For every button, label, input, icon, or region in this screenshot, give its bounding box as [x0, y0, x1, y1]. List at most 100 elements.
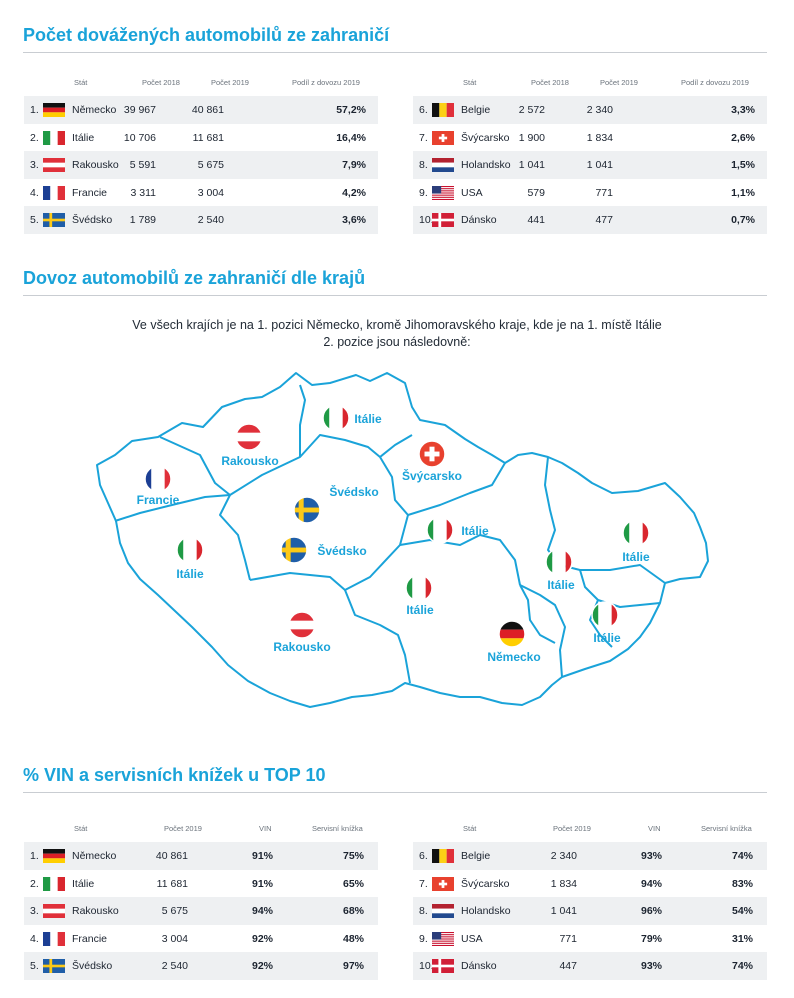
map-marker: Itálie: [591, 601, 621, 645]
row-vin: 96%: [640, 905, 662, 918]
row-count-2019: 11 681: [192, 131, 224, 144]
row-rank: 9.: [419, 932, 428, 945]
row-count-2018: 1 900: [518, 131, 545, 144]
map-marker-label: Německo: [487, 650, 540, 664]
flag-de-icon: [43, 103, 65, 117]
row-rank: 3.: [30, 159, 39, 172]
row-country: Francie: [72, 932, 108, 945]
row-country: Rakousko: [72, 159, 119, 172]
row-count-2018: 579: [527, 186, 545, 199]
map-marker: Rakousko: [273, 611, 331, 654]
row-country: Švýcarsko: [461, 877, 510, 890]
header-service-book: Servisní knížka: [312, 824, 363, 833]
flag-se-icon: [43, 959, 65, 974]
flag-at-icon: [43, 158, 65, 173]
row-service-book: 68%: [342, 905, 364, 918]
table-header: Stát Počet 2018 Počet 2019 Podíl z dovoz…: [24, 66, 378, 96]
header-count-2019: Počet 2019: [211, 78, 249, 87]
flag-it-icon: [43, 130, 65, 145]
table-row: 6. Belgie 2 572 2 340 3,3%: [413, 96, 767, 124]
map-marker: Itálie: [545, 548, 575, 592]
header-vin: VIN: [259, 824, 272, 833]
row-country: Švédsko: [72, 960, 113, 973]
flag-it-icon: [43, 876, 65, 891]
table-row: 10. Dánsko 447 93% 74%: [413, 952, 767, 980]
table-header: Stát Počet 2019 VIN Servisní knížka: [413, 812, 767, 842]
map-marker: Itálie: [322, 404, 382, 432]
header-country: Stát: [74, 78, 88, 87]
map-marker: Švédsko: [280, 536, 367, 564]
flag-at-icon: [43, 904, 65, 919]
table-row: 3. Rakousko 5 675 94% 68%: [24, 897, 378, 925]
row-rank: 2.: [30, 877, 39, 890]
table-row: 7. Švýcarsko 1 900 1 834 2,6%: [413, 124, 767, 152]
table-row: 1. Německo 40 861 91% 75%: [24, 842, 378, 870]
table-row: 5. Švédsko 2 540 92% 97%: [24, 952, 378, 980]
header-count-2018: Počet 2018: [142, 78, 180, 87]
header-country: Stát: [463, 824, 477, 833]
row-rank: 10.: [419, 214, 434, 227]
row-country: Itálie: [72, 131, 95, 144]
table-row: 10. Dánsko 441 477 0,7%: [413, 206, 767, 234]
header-count-2019: Počet 2019: [600, 78, 638, 87]
row-vin: 93%: [640, 850, 662, 862]
row-service-book: 48%: [342, 932, 364, 945]
flag-be-icon: [432, 849, 454, 863]
row-country: Holandsko: [461, 905, 511, 918]
map-marker-label: Itálie: [622, 550, 650, 564]
row-rank: 6.: [419, 850, 428, 862]
row-rank: 2.: [30, 131, 39, 144]
row-count-2019: 1 834: [550, 877, 577, 890]
row-count-2019: 11 681: [156, 877, 188, 890]
row-count-2018: 10 706: [123, 131, 156, 144]
row-count-2019: 3 004: [197, 186, 224, 199]
import-section-divider: [23, 52, 767, 53]
row-count-2019: 3 004: [161, 932, 188, 945]
table-row: 8. Holandsko 1 041 1 041 1,5%: [413, 151, 767, 179]
row-share-2019: 1,1%: [731, 186, 755, 199]
row-count-2019: 40 861: [155, 850, 188, 862]
flag-nl-icon: [432, 158, 454, 173]
row-count-2019: 1 041: [550, 905, 577, 918]
row-count-2019: 5 675: [161, 905, 188, 918]
intro-line-1: Ve všech krajích je na 1. pozici Německo…: [132, 318, 662, 332]
flag-fr-icon: [145, 466, 171, 492]
import-table-right: Stát Počet 2018 Počet 2019 Podíl z dovoz…: [413, 66, 767, 238]
regions-intro: Ve všech krajích je na 1. pozici Německo…: [0, 317, 794, 351]
import-section-title: Počet dovážených automobilů ze zahraničí: [23, 25, 390, 45]
row-service-book: 74%: [731, 850, 753, 862]
row-country: Belgie: [461, 104, 491, 116]
table-row: 4. Francie 3 004 92% 48%: [24, 925, 378, 953]
table-row: 3. Rakousko 5 591 5 675 7,9%: [24, 151, 378, 179]
row-country: Itálie: [72, 877, 95, 890]
row-vin: 91%: [251, 877, 273, 890]
header-country: Stát: [463, 78, 477, 87]
row-service-book: 83%: [731, 877, 753, 890]
map-marker: Francie: [137, 465, 180, 507]
row-count-2019: 5 675: [197, 159, 224, 172]
row-count-2019: 2 340: [550, 850, 577, 862]
row-share-2019: 4,2%: [342, 186, 366, 199]
row-service-book: 74%: [731, 960, 753, 973]
header-share-2019: Podíl z dovozu 2019: [292, 78, 360, 87]
row-service-book: 75%: [342, 850, 364, 862]
row-rank: 5.: [30, 214, 39, 227]
intro-line-2: 2. pozice jsou následovně:: [323, 335, 471, 349]
table-bottom: [413, 234, 767, 238]
table-row: 2. Itálie 11 681 91% 65%: [24, 870, 378, 898]
row-country: Dánsko: [461, 960, 497, 973]
regions-section-divider: [23, 295, 767, 296]
row-count-2019: 447: [559, 960, 577, 973]
row-count-2018: 39 967: [123, 104, 156, 116]
flag-it-icon: [592, 602, 618, 628]
flag-it-icon: [623, 520, 649, 546]
import-table-left: Stát Počet 2018 Počet 2019 Podíl z dovoz…: [24, 66, 378, 238]
row-vin: 79%: [640, 932, 662, 945]
row-count-2018: 3 311: [130, 186, 157, 199]
table-bottom: [413, 980, 767, 984]
row-rank: 7.: [419, 131, 428, 144]
flag-ch-icon: [432, 130, 454, 145]
map-marker: Německo: [487, 620, 541, 664]
map-marker: Rakousko: [221, 423, 279, 468]
flag-de-icon: [43, 849, 65, 863]
